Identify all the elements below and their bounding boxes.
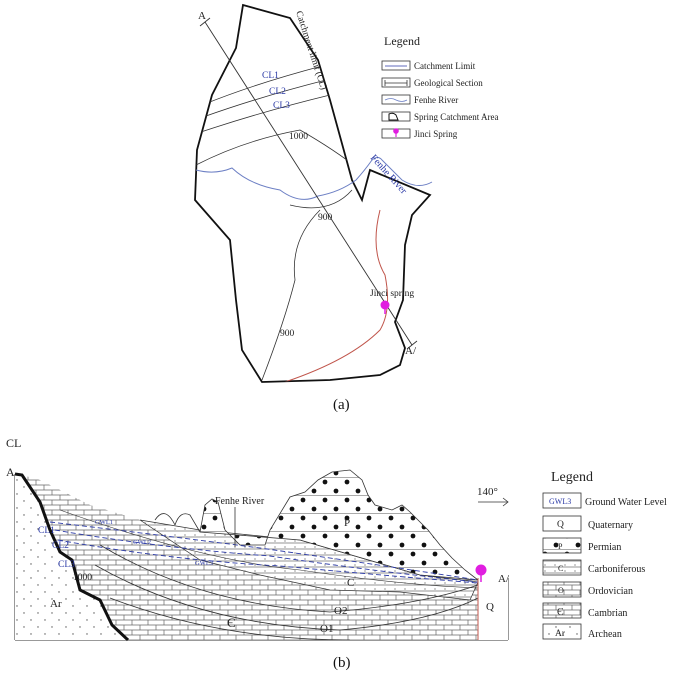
section-gwl2-label: GWL2 xyxy=(133,539,151,546)
carboniferous-unit xyxy=(139,519,479,601)
legend-archean: Archean xyxy=(588,629,622,640)
map-cl3-label: CL3 xyxy=(273,101,290,111)
section-unit-p: P xyxy=(344,517,350,529)
legend-symbol-p: P xyxy=(558,542,563,551)
legend-ordovician: Ordovician xyxy=(588,586,633,597)
legend-symbol-c: C xyxy=(558,564,563,573)
section-unit-c: C xyxy=(347,577,354,589)
section-unit-q: Q xyxy=(486,601,494,613)
map-legend: Legend Catchment Limit Geological Sectio… xyxy=(381,34,498,139)
section-unit-ar: Ar xyxy=(50,598,62,610)
direction-arrow: 140° xyxy=(477,486,509,507)
section-cl3-label: CL3 xyxy=(58,560,75,570)
section-line xyxy=(204,21,413,346)
legend-carboniferous: Carboniferous xyxy=(588,564,645,575)
legend-ground-water-level: Ground Water Level xyxy=(585,497,667,508)
direction-label: 140° xyxy=(477,486,498,498)
section-river-label: Fenhe River xyxy=(215,496,265,507)
section-cl1-label: CL1 xyxy=(38,526,55,536)
section-unit-o1: O1 xyxy=(320,623,333,635)
contour-900-lower xyxy=(261,209,321,381)
legend-symbol-cambrian: Є xyxy=(557,607,564,618)
map-spring-label: Jinci spring xyxy=(370,289,414,299)
section-point-a-prime: A/ xyxy=(498,573,510,585)
cross-section: 140° CL A A/ Fenhe River 1000 CL1 CL2 CL… xyxy=(6,436,667,642)
gwl1-line xyxy=(49,521,479,581)
caption-b: (b) xyxy=(333,655,351,671)
contour-label-900-a: 900 xyxy=(318,213,333,223)
section-point-a: A xyxy=(6,465,15,479)
section-cl-label: CL xyxy=(6,436,21,450)
cl3-line xyxy=(195,94,331,135)
map-legend-jinci-spring: Jinci Spring xyxy=(414,129,458,139)
cl2-line xyxy=(195,79,327,121)
map-cl2-label: CL2 xyxy=(269,87,286,97)
section-gwl1-label: GWL1 xyxy=(95,519,113,526)
map-legend-spring-catchment: Spring Catchment Area xyxy=(414,112,498,122)
map-point-a: A xyxy=(198,10,206,22)
section-unit-cambrian: Є xyxy=(227,615,236,630)
quaternary-unit xyxy=(478,578,508,640)
map-point-a-prime: A/ xyxy=(405,345,417,357)
map-legend-fenhe-river: Fenhe River xyxy=(414,95,458,105)
jinci-spring-marker xyxy=(380,300,390,314)
section-legend: Legend GWL3 Ground Water Level Q Quatern… xyxy=(542,470,667,640)
map-legend-geological-section: Geological Section xyxy=(414,78,483,88)
legend-symbol-gwl: GWL3 xyxy=(549,497,571,506)
section-unit-o2: O2 xyxy=(334,605,347,617)
legend-permian: Permian xyxy=(588,542,621,553)
legend-symbol-ar: Ar xyxy=(555,629,566,639)
contour-900-upper xyxy=(289,189,353,209)
catchment-limit-line xyxy=(14,472,130,642)
caption-a: (a) xyxy=(333,397,350,413)
legend-quaternary: Quaternary xyxy=(588,520,633,531)
legend-cambrian: Cambrian xyxy=(588,608,627,619)
legend-symbol-q: Q xyxy=(557,520,564,530)
section-cl2-label: CL2 xyxy=(52,541,69,551)
section-legend-title: Legend xyxy=(551,470,593,485)
contour-label-900-b: 900 xyxy=(280,329,295,339)
catchment-map: A A/ Catchment limit (CL) CL1 CL2 CL3 10… xyxy=(194,3,498,383)
contour-label-1000: 1000 xyxy=(289,132,308,142)
section-gwl3-label: GWL3 xyxy=(195,560,213,567)
map-legend-catchment-limit: Catchment Limit xyxy=(414,61,476,71)
map-cl1-label: CL1 xyxy=(262,71,279,81)
map-legend-title: Legend xyxy=(384,34,420,48)
legend-symbol-o: O xyxy=(558,586,564,595)
spring-catchment-boundary xyxy=(284,209,389,382)
section-contour-1000: 1000 xyxy=(73,573,92,583)
permian-unit xyxy=(199,469,480,581)
contour-1000 xyxy=(195,129,361,171)
section-spring-marker xyxy=(475,564,487,582)
fenhe-river xyxy=(195,157,433,200)
catchment-boundary xyxy=(194,3,432,383)
gwl2-line xyxy=(54,529,479,583)
